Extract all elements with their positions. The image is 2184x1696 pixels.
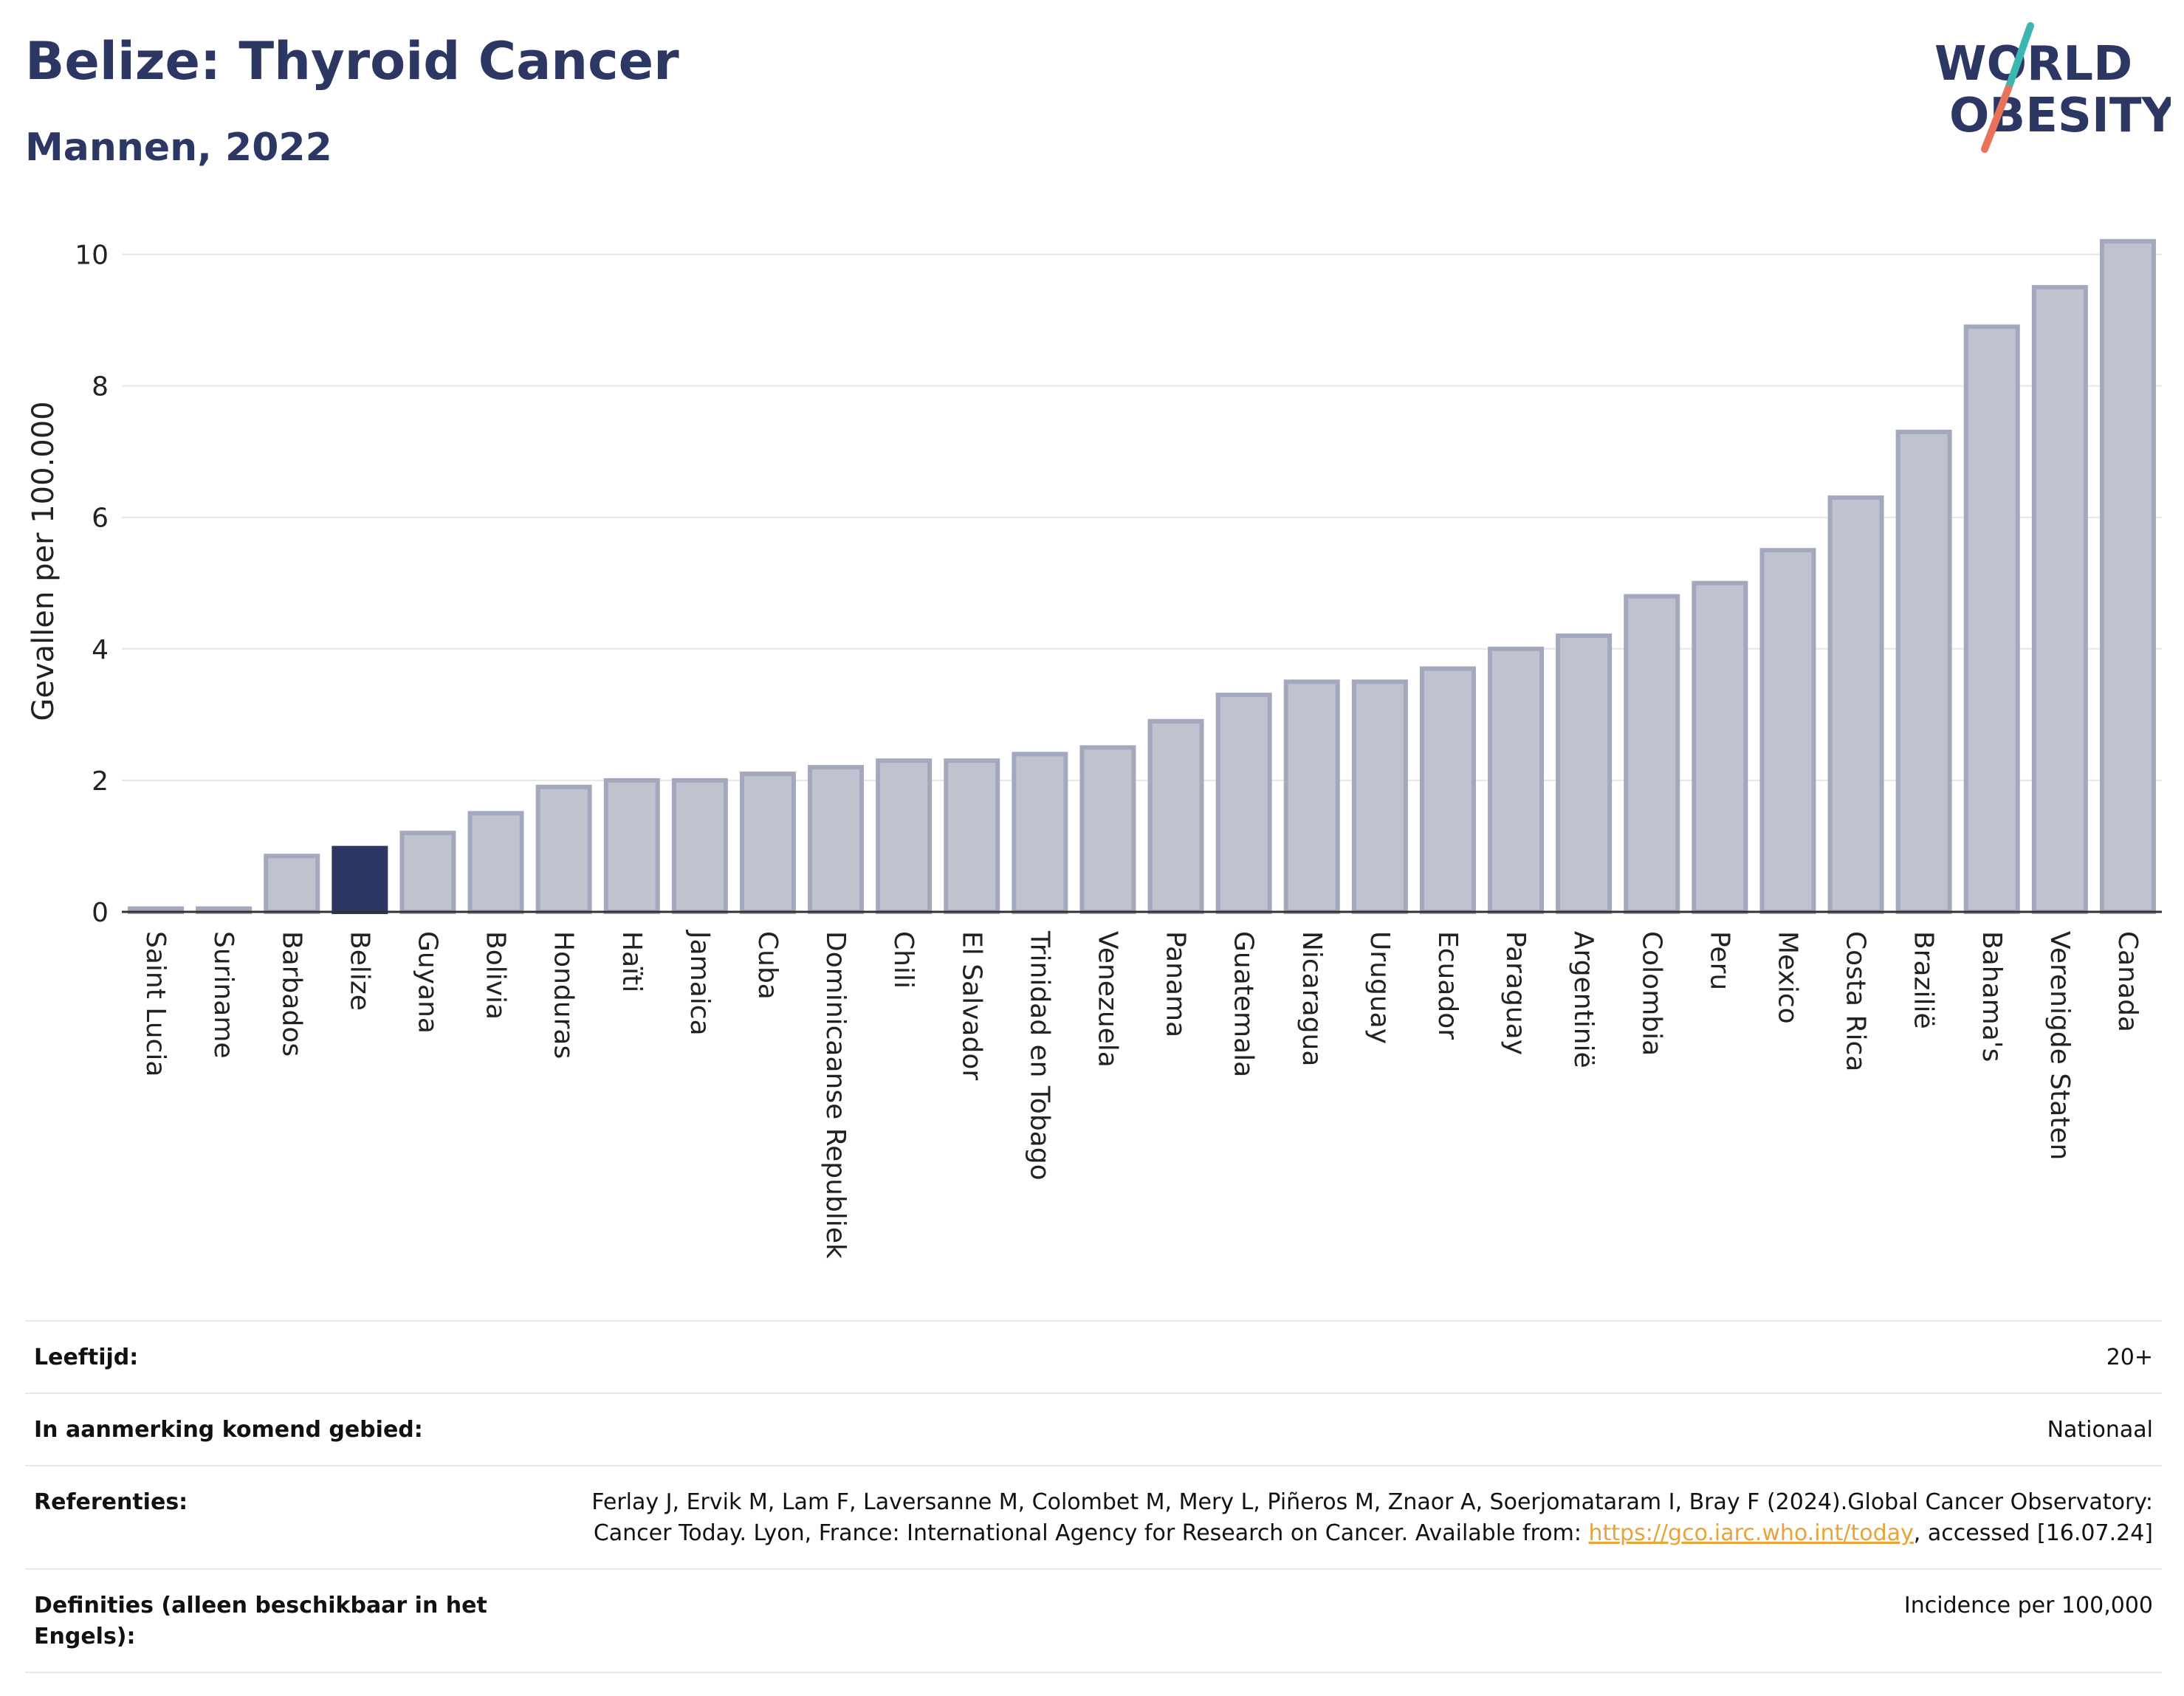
meta-label-area: In aanmerking komend gebied: <box>34 1417 423 1443</box>
y-tick-label: 2 <box>92 766 109 797</box>
x-tick-label: Panama <box>1161 931 1191 1037</box>
x-tick-label: Honduras <box>549 931 579 1059</box>
x-tick-label: Chili <box>888 931 918 989</box>
bar-dominicaanse-republiek <box>808 765 865 914</box>
meta-value-definitions: Incidence per 100,000 <box>1903 1593 2153 1618</box>
meta-row-references: Referenties: Ferlay J, Ervik M, Lam F, L… <box>25 1465 2162 1568</box>
bar-nicaragua <box>1283 679 1340 914</box>
meta-label-definitions: Definities (alleen beschikbaar in het En… <box>34 1593 487 1649</box>
meta-label-age: Leeftijd: <box>34 1345 139 1370</box>
x-tick-label: Nicaragua <box>1297 931 1327 1066</box>
bar-guyana <box>399 831 456 915</box>
bar-canada <box>2099 238 2156 914</box>
x-tick-label: Bahama's <box>1977 931 2007 1062</box>
grid-lines <box>122 253 2162 781</box>
bar-colombia <box>1624 594 1680 914</box>
x-tick-label: Mexico <box>1772 931 1802 1024</box>
y-axis-label: Gevallen per 100.000 <box>27 401 61 721</box>
bar-uruguay <box>1351 679 1408 914</box>
bar-barbados <box>264 854 320 914</box>
x-tick-label: Peru <box>1704 931 1734 990</box>
meta-value-area: Nationaal <box>2047 1417 2153 1443</box>
x-tick-label: Trinidad en Tobago <box>1024 930 1054 1181</box>
bar-costa-rica <box>1827 495 1884 914</box>
bar-jamaica <box>671 777 728 915</box>
meta-row-definitions: Definities (alleen beschikbaar in het En… <box>25 1568 2162 1673</box>
reference-link[interactable]: https://gco.iarc.who.int/today <box>1588 1520 1914 1546</box>
y-tick-label: 6 <box>92 504 109 534</box>
bar-cuba <box>739 772 796 914</box>
x-tick-label: Ecuador <box>1432 931 1463 1040</box>
bars <box>122 238 2162 915</box>
x-tick-label: Argentinië <box>1568 931 1598 1068</box>
page-title: Belize: Thyroid Cancer <box>25 31 679 92</box>
bar-el-salvador <box>944 758 1000 915</box>
y-tick-labels: 0 2 4 6 8 10 <box>75 241 109 928</box>
x-tick-label: Canada <box>2112 931 2143 1032</box>
x-tick-label: Bolivia <box>481 931 511 1020</box>
y-tick-label: 10 <box>75 241 109 271</box>
x-tick-label: Haïti <box>617 931 647 992</box>
x-tick-label: Jamaica <box>684 930 715 1036</box>
x-tick-label: El Salvador <box>956 931 986 1080</box>
y-tick-label: 0 <box>92 898 109 928</box>
metadata-table: Leeftijd: 20+ In aanmerking komend gebie… <box>25 1320 2162 1673</box>
x-tick-label: Cuba <box>752 931 783 1000</box>
logo-text-obesity: OBESITY <box>1949 89 2171 143</box>
x-tick-label: Guatemala <box>1229 931 1259 1077</box>
x-tick-label: Belize <box>344 931 374 1011</box>
x-tick-label: Verenigde Staten <box>2044 931 2075 1160</box>
bar-verenigde-staten <box>2031 285 2088 915</box>
bar-mexico <box>1759 548 1816 914</box>
meta-value-age: 20+ <box>2106 1345 2153 1370</box>
bar-venezuela <box>1079 745 1136 915</box>
bar-peru <box>1692 580 1748 914</box>
x-tick-labels: Saint Lucia Suriname Barbados Belize Guyana B… <box>140 930 2143 1259</box>
x-tick-label: Saint Lucia <box>140 931 171 1077</box>
world-obesity-logo: WORLD OBESITY <box>1934 22 2171 153</box>
bar-bolivia <box>467 811 524 915</box>
bar-brazili- <box>1895 429 1952 914</box>
x-tick-label: Paraguay <box>1500 931 1531 1055</box>
bar-ha-ti <box>603 777 660 915</box>
page-subtitle: Mannen, 2022 <box>25 126 332 170</box>
meta-row-area: In aanmerking komend gebied: Nationaal <box>25 1393 2162 1465</box>
x-tick-label: Dominicaanse Republiek <box>820 931 851 1259</box>
meta-label-references: Referenties: <box>34 1489 188 1515</box>
bar-guatemala <box>1215 693 1272 915</box>
reference-text: Ferlay J, Ervik M, Lam F, Laversanne M, … <box>591 1489 2153 1546</box>
bar-chart: 0 2 4 6 8 10 Saint Lucia Suriname Barbados Beliz… <box>27 238 2162 1259</box>
logo-slash-teal <box>2005 22 2034 92</box>
x-tick-label: Barbados <box>276 931 306 1057</box>
bar-panama <box>1147 718 1204 914</box>
meta-row-age: Leeftijd: 20+ <box>25 1320 2162 1393</box>
x-tick-label: Suriname <box>208 931 238 1059</box>
bar-ecuador <box>1419 666 1476 914</box>
x-tick-label: Costa Rica <box>1841 931 1871 1071</box>
bar-belize <box>332 845 388 914</box>
bar-bahama-s <box>1963 324 2020 914</box>
bar-chili <box>876 758 933 915</box>
y-tick-label: 4 <box>92 635 109 665</box>
bar-trinidad-en-tobago <box>1012 752 1068 914</box>
logo-text-world: WORLD <box>1934 37 2132 92</box>
reference-accessed: , accessed [16.07.24] <box>1913 1520 2153 1546</box>
x-tick-label: Venezuela <box>1092 931 1122 1068</box>
bar-paraguay <box>1488 646 1545 914</box>
x-tick-label: Brazilië <box>1909 931 1939 1029</box>
x-tick-label: Guyana <box>412 931 442 1034</box>
bar-honduras <box>535 784 592 914</box>
bar-argentini- <box>1556 634 1613 914</box>
x-tick-label: Colombia <box>1636 931 1666 1056</box>
x-tick-label: Uruguay <box>1364 931 1395 1044</box>
meta-value-references: Ferlay J, Ervik M, Lam F, Laversanne M, … <box>566 1487 2153 1549</box>
y-tick-label: 8 <box>92 372 109 402</box>
logo-slash-coral <box>1981 85 2012 153</box>
